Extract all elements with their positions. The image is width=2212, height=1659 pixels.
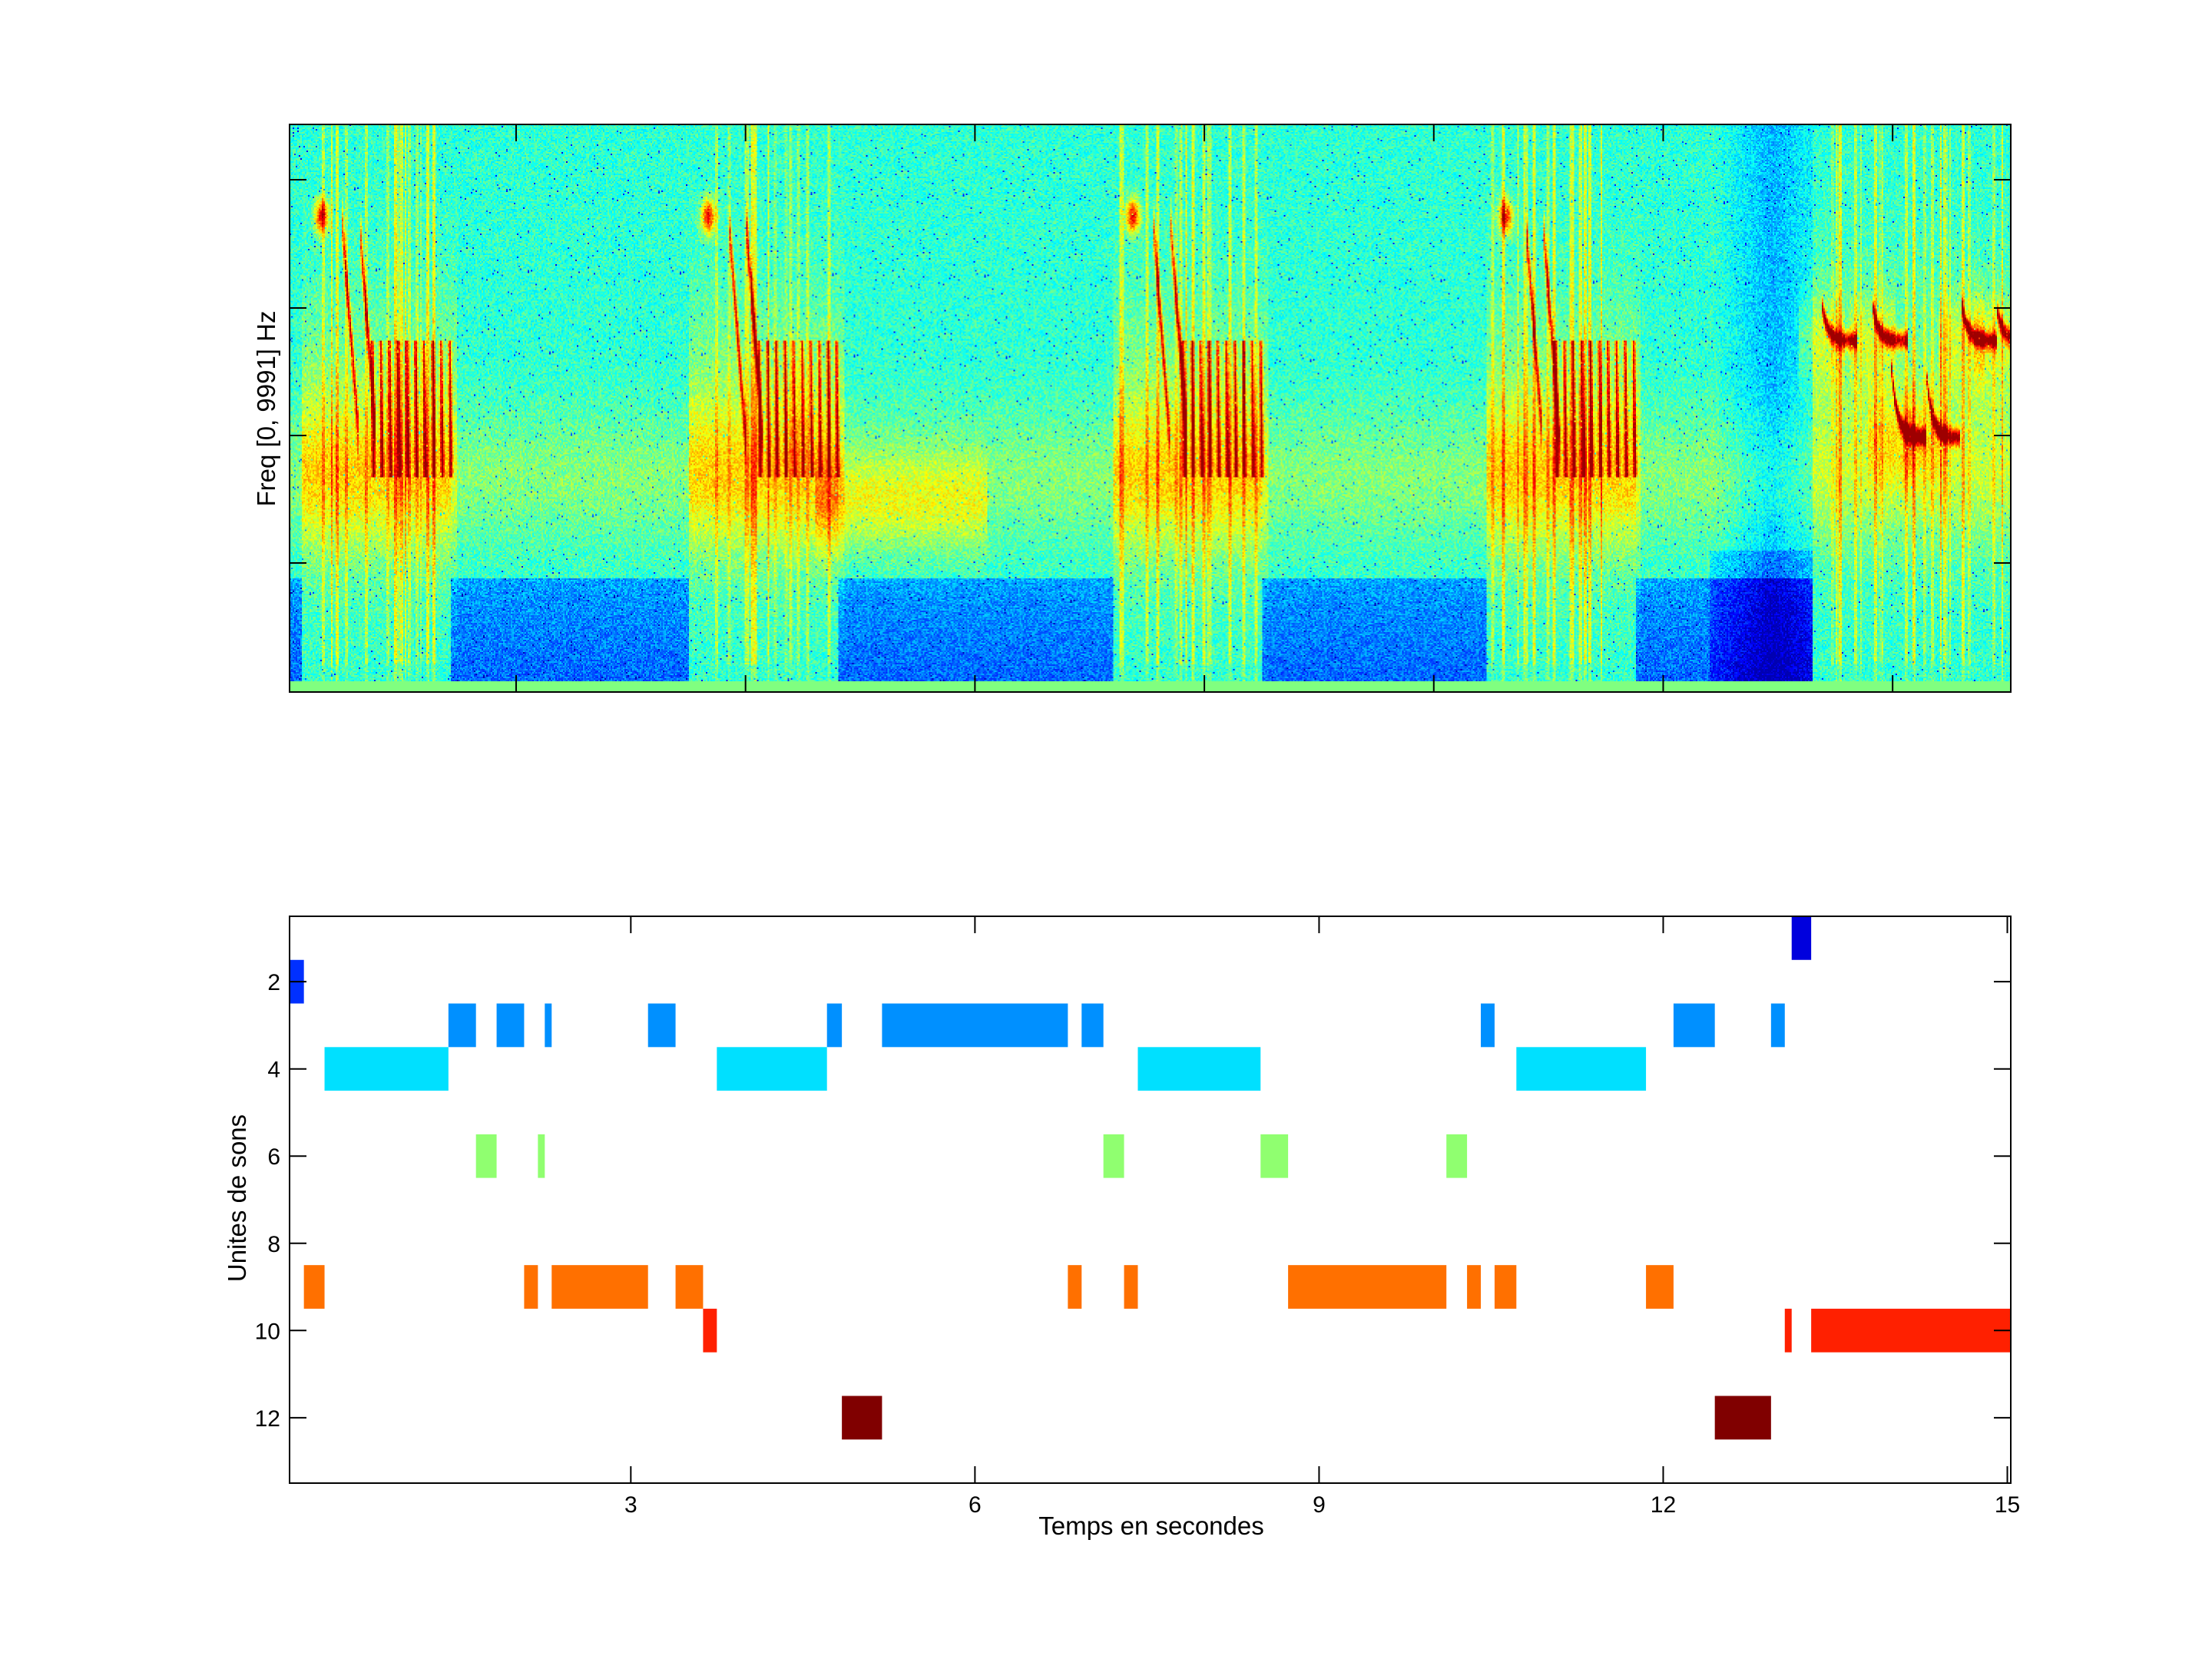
segment-unit-3 bbox=[1673, 1003, 1715, 1048]
y-axis-label: Unites de sons bbox=[223, 1114, 251, 1282]
y-tick-label: 2 bbox=[267, 970, 280, 995]
y-tick-label: 4 bbox=[267, 1058, 280, 1083]
spectrogram-axes-frame bbox=[289, 124, 2012, 693]
spectrogram-y-label: Freq [0, 9991] Hz bbox=[252, 311, 280, 507]
unit-segments bbox=[290, 916, 2011, 1440]
segment-unit-9 bbox=[551, 1265, 648, 1309]
segment-unit-10 bbox=[1811, 1308, 2011, 1353]
segment-unit-9 bbox=[1068, 1265, 1082, 1309]
x-tick-label: 6 bbox=[969, 1492, 982, 1518]
segment-unit-12 bbox=[842, 1396, 882, 1440]
segment-unit-3 bbox=[545, 1003, 552, 1048]
segments-axes-frame bbox=[289, 916, 2012, 1484]
segment-unit-9 bbox=[1646, 1265, 1674, 1309]
spectrogram-image bbox=[290, 124, 2011, 692]
y-tick-label: 10 bbox=[255, 1319, 280, 1344]
segment-unit-9 bbox=[675, 1265, 704, 1309]
segment-unit-3 bbox=[1081, 1003, 1104, 1048]
y-tick-label: 12 bbox=[255, 1406, 280, 1432]
x-tick-label: 3 bbox=[624, 1492, 637, 1518]
segment-unit-3 bbox=[448, 1003, 476, 1048]
segment-unit-3 bbox=[1770, 1003, 1785, 1048]
segment-unit-3 bbox=[647, 1003, 676, 1048]
x-tick-label: 9 bbox=[1313, 1492, 1326, 1518]
segment-unit-9 bbox=[1467, 1265, 1482, 1309]
segment-unit-9 bbox=[1288, 1265, 1447, 1309]
segment-unit-9 bbox=[1494, 1265, 1517, 1309]
segment-unit-6 bbox=[538, 1134, 545, 1178]
segments-ticks: 3 6 9 12 15 2 4 6 8 10 12 bbox=[255, 916, 2020, 1518]
segment-unit-3 bbox=[1481, 1003, 1495, 1048]
segment-unit-9 bbox=[1124, 1265, 1138, 1309]
y-tick-label: 6 bbox=[267, 1144, 280, 1170]
segment-unit-9 bbox=[303, 1265, 325, 1309]
segment-unit-4 bbox=[324, 1047, 449, 1091]
segment-unit-1 bbox=[1791, 916, 1812, 960]
segment-unit-6 bbox=[475, 1134, 497, 1178]
segment-unit-4 bbox=[1137, 1047, 1261, 1091]
segment-unit-10 bbox=[703, 1308, 717, 1353]
segment-unit-3 bbox=[826, 1003, 843, 1048]
segment-unit-6 bbox=[1103, 1134, 1124, 1178]
x-tick-label: 12 bbox=[1651, 1492, 1676, 1518]
segment-unit-6 bbox=[1260, 1134, 1289, 1178]
y-tick-label: 8 bbox=[267, 1232, 280, 1257]
spectrogram-ticks bbox=[290, 124, 2011, 692]
segment-unit-12 bbox=[1714, 1396, 1771, 1440]
segment-unit-10 bbox=[1784, 1308, 1792, 1353]
segment-unit-4 bbox=[1516, 1047, 1647, 1091]
segment-unit-3 bbox=[882, 1003, 1068, 1048]
segment-unit-4 bbox=[717, 1047, 827, 1091]
segment-unit-6 bbox=[1446, 1134, 1468, 1178]
x-tick-label: 15 bbox=[1995, 1492, 2020, 1518]
segment-unit-9 bbox=[524, 1265, 538, 1309]
segment-unit-3 bbox=[496, 1003, 525, 1048]
x-axis-label: Temps en secondes bbox=[1038, 1512, 1264, 1540]
